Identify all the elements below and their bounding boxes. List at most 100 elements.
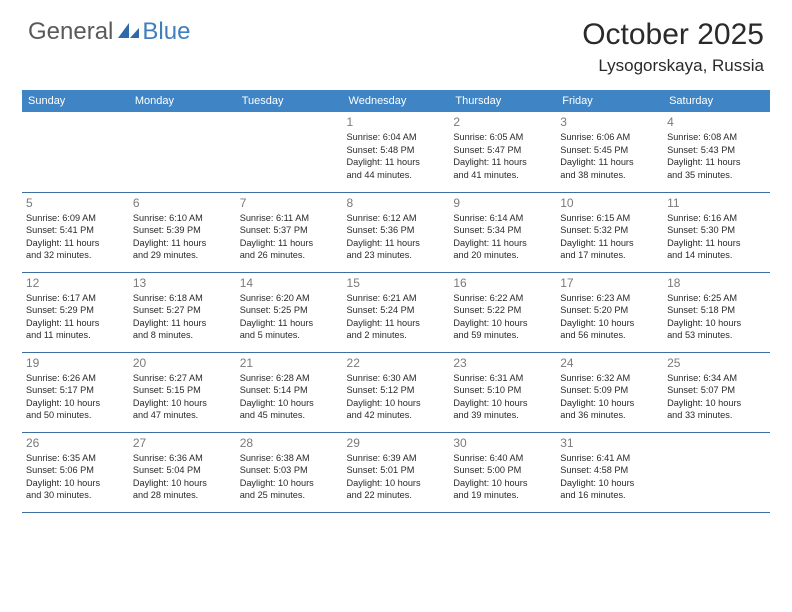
day-number: 19 [26, 356, 125, 370]
calendar-cell [129, 112, 236, 192]
sunset-line: Sunset: 4:58 PM [560, 464, 659, 476]
daylight-line: Daylight: 11 hours [453, 156, 552, 168]
daylight-line: and 39 minutes. [453, 409, 552, 421]
day-number: 27 [133, 436, 232, 450]
sunrise-line: Sunrise: 6:08 AM [667, 131, 766, 143]
sunset-line: Sunset: 5:32 PM [560, 224, 659, 236]
day-number: 13 [133, 276, 232, 290]
day-number: 28 [240, 436, 339, 450]
day-number: 15 [347, 276, 446, 290]
sunrise-line: Sunrise: 6:28 AM [240, 372, 339, 384]
sunset-line: Sunset: 5:41 PM [26, 224, 125, 236]
day-number: 5 [26, 196, 125, 210]
sunrise-line: Sunrise: 6:10 AM [133, 212, 232, 224]
daylight-line: Daylight: 10 hours [347, 477, 446, 489]
day-number: 7 [240, 196, 339, 210]
daylight-line: and 50 minutes. [26, 409, 125, 421]
day-number: 4 [667, 115, 766, 129]
calendar-row: 26Sunrise: 6:35 AMSunset: 5:06 PMDayligh… [22, 432, 770, 512]
calendar-table: Sunday Monday Tuesday Wednesday Thursday… [22, 90, 770, 513]
day-number: 29 [347, 436, 446, 450]
sunset-line: Sunset: 5:14 PM [240, 384, 339, 396]
calendar-cell: 27Sunrise: 6:36 AMSunset: 5:04 PMDayligh… [129, 432, 236, 512]
day-number: 23 [453, 356, 552, 370]
weekday-header: Saturday [663, 90, 770, 112]
daylight-line: Daylight: 10 hours [667, 397, 766, 409]
calendar-cell: 23Sunrise: 6:31 AMSunset: 5:10 PMDayligh… [449, 352, 556, 432]
daylight-line: Daylight: 11 hours [560, 237, 659, 249]
calendar-cell: 8 Sunrise: 6:12 AMSunset: 5:36 PMDaylight… [343, 192, 450, 272]
sunset-line: Sunset: 5:47 PM [453, 144, 552, 156]
daylight-line: Daylight: 10 hours [26, 397, 125, 409]
calendar-cell: 16Sunrise: 6:22 AMSunset: 5:22 PMDayligh… [449, 272, 556, 352]
daylight-line: and 5 minutes. [240, 329, 339, 341]
daylight-line: Daylight: 10 hours [133, 397, 232, 409]
sunrise-line: Sunrise: 6:12 AM [347, 212, 446, 224]
logo-text-general: General [28, 18, 113, 46]
sunset-line: Sunset: 5:09 PM [560, 384, 659, 396]
calendar-cell: 6Sunrise: 6:10 AMSunset: 5:39 PMDaylight… [129, 192, 236, 272]
weekday-header: Friday [556, 90, 663, 112]
calendar-cell: 18Sunrise: 6:25 AMSunset: 5:18 PMDayligh… [663, 272, 770, 352]
sunset-line: Sunset: 5:30 PM [667, 224, 766, 236]
day-number: 8 [347, 196, 446, 210]
daylight-line: and 25 minutes. [240, 489, 339, 501]
sunset-line: Sunset: 5:18 PM [667, 304, 766, 316]
title-block: October 2025 Lysogorskaya, Russia [582, 18, 764, 76]
daylight-line: and 23 minutes. [347, 249, 446, 261]
location-label: Lysogorskaya, Russia [582, 56, 764, 76]
daylight-line: and 29 minutes. [133, 249, 232, 261]
daylight-line: Daylight: 11 hours [667, 156, 766, 168]
sunrise-line: Sunrise: 6:36 AM [133, 452, 232, 464]
calendar-cell: 19Sunrise: 6:26 AMSunset: 5:17 PMDayligh… [22, 352, 129, 432]
daylight-line: Daylight: 11 hours [240, 317, 339, 329]
daylight-line: Daylight: 10 hours [560, 477, 659, 489]
day-number: 14 [240, 276, 339, 290]
daylight-line: Daylight: 10 hours [26, 477, 125, 489]
sunrise-line: Sunrise: 6:14 AM [453, 212, 552, 224]
daylight-line: and 17 minutes. [560, 249, 659, 261]
calendar-cell [22, 112, 129, 192]
daylight-line: and 56 minutes. [560, 329, 659, 341]
day-number: 10 [560, 196, 659, 210]
calendar-cell [236, 112, 343, 192]
sunrise-line: Sunrise: 6:30 AM [347, 372, 446, 384]
sunset-line: Sunset: 5:15 PM [133, 384, 232, 396]
calendar-row: 19Sunrise: 6:26 AMSunset: 5:17 PMDayligh… [22, 352, 770, 432]
sunrise-line: Sunrise: 6:25 AM [667, 292, 766, 304]
day-number: 26 [26, 436, 125, 450]
calendar-cell: 26Sunrise: 6:35 AMSunset: 5:06 PMDayligh… [22, 432, 129, 512]
daylight-line: and 14 minutes. [667, 249, 766, 261]
daylight-line: Daylight: 11 hours [347, 237, 446, 249]
daylight-line: Daylight: 11 hours [667, 237, 766, 249]
sunset-line: Sunset: 5:25 PM [240, 304, 339, 316]
daylight-line: and 2 minutes. [347, 329, 446, 341]
daylight-line: Daylight: 11 hours [240, 237, 339, 249]
daylight-line: Daylight: 11 hours [26, 237, 125, 249]
daylight-line: Daylight: 10 hours [453, 397, 552, 409]
sunset-line: Sunset: 5:00 PM [453, 464, 552, 476]
sunrise-line: Sunrise: 6:06 AM [560, 131, 659, 143]
sunrise-line: Sunrise: 6:09 AM [26, 212, 125, 224]
calendar-row: 1Sunrise: 6:04 AMSunset: 5:48 PMDaylight… [22, 112, 770, 192]
sunrise-line: Sunrise: 6:41 AM [560, 452, 659, 464]
sunset-line: Sunset: 5:06 PM [26, 464, 125, 476]
sunset-line: Sunset: 5:03 PM [240, 464, 339, 476]
daylight-line: and 28 minutes. [133, 489, 232, 501]
daylight-line: and 8 minutes. [133, 329, 232, 341]
logo: General Blue [28, 18, 190, 46]
sunrise-line: Sunrise: 6:38 AM [240, 452, 339, 464]
daylight-line: Daylight: 11 hours [453, 237, 552, 249]
sunset-line: Sunset: 5:48 PM [347, 144, 446, 156]
weekday-header-row: Sunday Monday Tuesday Wednesday Thursday… [22, 90, 770, 112]
sunset-line: Sunset: 5:20 PM [560, 304, 659, 316]
calendar-cell: 24Sunrise: 6:32 AMSunset: 5:09 PMDayligh… [556, 352, 663, 432]
sunrise-line: Sunrise: 6:17 AM [26, 292, 125, 304]
sunset-line: Sunset: 5:07 PM [667, 384, 766, 396]
sunrise-line: Sunrise: 6:15 AM [560, 212, 659, 224]
sunset-line: Sunset: 5:36 PM [347, 224, 446, 236]
day-number: 25 [667, 356, 766, 370]
day-number: 31 [560, 436, 659, 450]
sunset-line: Sunset: 5:24 PM [347, 304, 446, 316]
sunrise-line: Sunrise: 6:39 AM [347, 452, 446, 464]
